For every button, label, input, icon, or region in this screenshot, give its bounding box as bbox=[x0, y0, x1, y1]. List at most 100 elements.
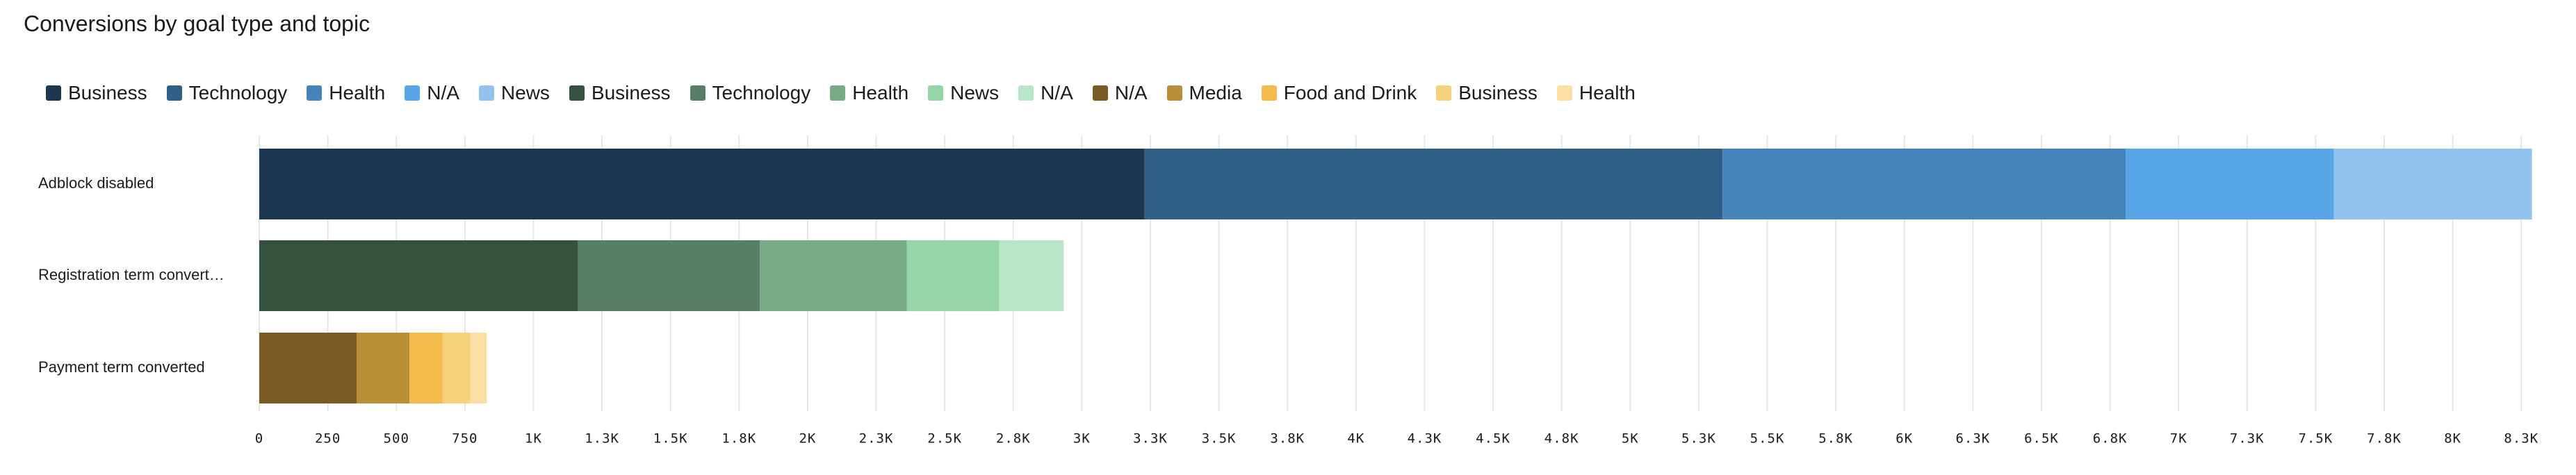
legend-swatch bbox=[478, 85, 494, 101]
chart-title: Conversions by goal type and topic bbox=[24, 11, 370, 36]
bar-segment bbox=[470, 333, 487, 403]
legend-swatch bbox=[46, 85, 61, 101]
x-tick-label: 1.8K bbox=[722, 431, 756, 447]
x-tick-label: 7.3K bbox=[2230, 431, 2265, 447]
bar-segment bbox=[442, 333, 471, 403]
legend-label: Health bbox=[1579, 82, 1636, 103]
x-tick-label: 6.3K bbox=[1955, 431, 1990, 447]
legend-label: Business bbox=[68, 82, 147, 103]
x-tick-label: 8K bbox=[2444, 431, 2461, 447]
bar-segment bbox=[259, 333, 357, 403]
y-tick-label: Registration term convert… bbox=[38, 266, 225, 283]
legend-item[interactable]: News bbox=[478, 82, 550, 104]
legend-swatch bbox=[928, 85, 944, 101]
bar-segment bbox=[2126, 149, 2334, 219]
x-tick-label: 3.3K bbox=[1133, 431, 1168, 447]
legend-item[interactable]: N/A bbox=[405, 82, 459, 104]
x-tick-label: 4.8K bbox=[1544, 431, 1579, 447]
legend-label: Health bbox=[329, 82, 386, 103]
legend-swatch bbox=[569, 85, 585, 101]
legend-label: News bbox=[500, 82, 550, 103]
x-tick-label: 5K bbox=[1622, 431, 1639, 447]
legend-item[interactable]: Business bbox=[46, 82, 147, 104]
legend-label: Health bbox=[852, 82, 909, 103]
x-tick-label: 1.3K bbox=[585, 431, 619, 447]
legend-item[interactable]: Business bbox=[1436, 82, 1538, 104]
bar-segment bbox=[999, 240, 1064, 311]
x-tick-label: 250 bbox=[315, 431, 341, 447]
legend-label: Business bbox=[1458, 82, 1538, 103]
x-tick-label: 8.3K bbox=[2504, 431, 2538, 447]
x-tick-label: 1K bbox=[525, 431, 542, 447]
x-tick-label: 7K bbox=[2170, 431, 2187, 447]
legend-swatch bbox=[830, 85, 846, 101]
legend-label: Business bbox=[591, 82, 671, 103]
bar-segment bbox=[2333, 149, 2532, 219]
legend-item[interactable]: Food and Drink bbox=[1261, 82, 1417, 104]
legend-swatch bbox=[166, 85, 182, 101]
legend-item[interactable]: Technology bbox=[690, 82, 810, 104]
legend-swatch bbox=[690, 85, 706, 101]
bar-segment bbox=[259, 240, 578, 311]
legend-item[interactable]: Media bbox=[1166, 82, 1242, 104]
x-tick-label: 1.5K bbox=[653, 431, 688, 447]
x-tick-label: 5.3K bbox=[1681, 431, 1716, 447]
x-tick-label: 2.5K bbox=[927, 431, 962, 447]
legend-item[interactable]: News bbox=[928, 82, 999, 104]
legend-swatch bbox=[1018, 85, 1034, 101]
legend-item[interactable]: N/A bbox=[1018, 82, 1073, 104]
x-tick-label: 4.5K bbox=[1476, 431, 1510, 447]
bar-segment bbox=[578, 240, 760, 311]
x-tick-label: 6.5K bbox=[2024, 431, 2059, 447]
x-tick-label: 0 bbox=[255, 431, 263, 447]
x-tick-label: 6.8K bbox=[2093, 431, 2128, 447]
legend-swatch bbox=[1556, 85, 1572, 101]
legend-swatch bbox=[1436, 85, 1452, 101]
bar-segment bbox=[259, 149, 1145, 219]
legend-item[interactable]: Health bbox=[1556, 82, 1636, 104]
legend-label: N/A bbox=[1114, 82, 1148, 103]
x-tick-label: 6K bbox=[1896, 431, 1913, 447]
legend-item[interactable]: Health bbox=[830, 82, 908, 104]
x-tick-label: 7.8K bbox=[2367, 431, 2402, 447]
x-tick-label: 7.5K bbox=[2299, 431, 2333, 447]
x-tick-label: 3.8K bbox=[1270, 431, 1305, 447]
x-tick-label: 3K bbox=[1073, 431, 1091, 447]
legend-label: News bbox=[950, 82, 1000, 103]
x-tick-label: 5.8K bbox=[1818, 431, 1853, 447]
x-tick-label: 750 bbox=[452, 431, 478, 447]
x-tick-label: 2.8K bbox=[996, 431, 1031, 447]
legend-swatch bbox=[1261, 85, 1277, 101]
legend-swatch bbox=[307, 85, 323, 101]
legend-item[interactable]: Technology bbox=[166, 82, 288, 104]
legend-label: Technology bbox=[188, 82, 288, 103]
x-tick-label: 5.5K bbox=[1750, 431, 1785, 447]
bar-segment bbox=[760, 240, 907, 311]
legend-label: N/A bbox=[427, 82, 459, 103]
x-tick-label: 500 bbox=[384, 431, 409, 447]
legend: Business Technology Health N/A News Business T… bbox=[46, 82, 1636, 104]
bar-segment bbox=[906, 240, 1000, 311]
x-tick-label: 3.5K bbox=[1202, 431, 1237, 447]
x-tick-label: 2K bbox=[799, 431, 816, 447]
y-tick-label: Adblock disabled bbox=[38, 174, 154, 192]
legend-item[interactable]: Business bbox=[569, 82, 671, 104]
bar-segment bbox=[1144, 149, 1723, 219]
legend-item[interactable]: N/A bbox=[1092, 82, 1148, 104]
legend-swatch bbox=[1166, 85, 1182, 101]
legend-label: Media bbox=[1189, 82, 1242, 103]
legend-item[interactable]: Health bbox=[307, 82, 385, 104]
bar-segment bbox=[357, 333, 410, 403]
legend-label: N/A bbox=[1041, 82, 1073, 103]
x-tick-label: 4K bbox=[1347, 431, 1364, 447]
legend-label: Food and Drink bbox=[1283, 82, 1417, 103]
bar-segment bbox=[409, 333, 443, 403]
x-tick-label: 2.3K bbox=[859, 431, 894, 447]
x-tick-label: 4.3K bbox=[1408, 431, 1442, 447]
legend-swatch bbox=[1092, 85, 1108, 101]
bar-segment bbox=[1722, 149, 2126, 219]
y-tick-label: Payment term converted bbox=[38, 358, 205, 376]
legend-swatch bbox=[405, 85, 421, 101]
